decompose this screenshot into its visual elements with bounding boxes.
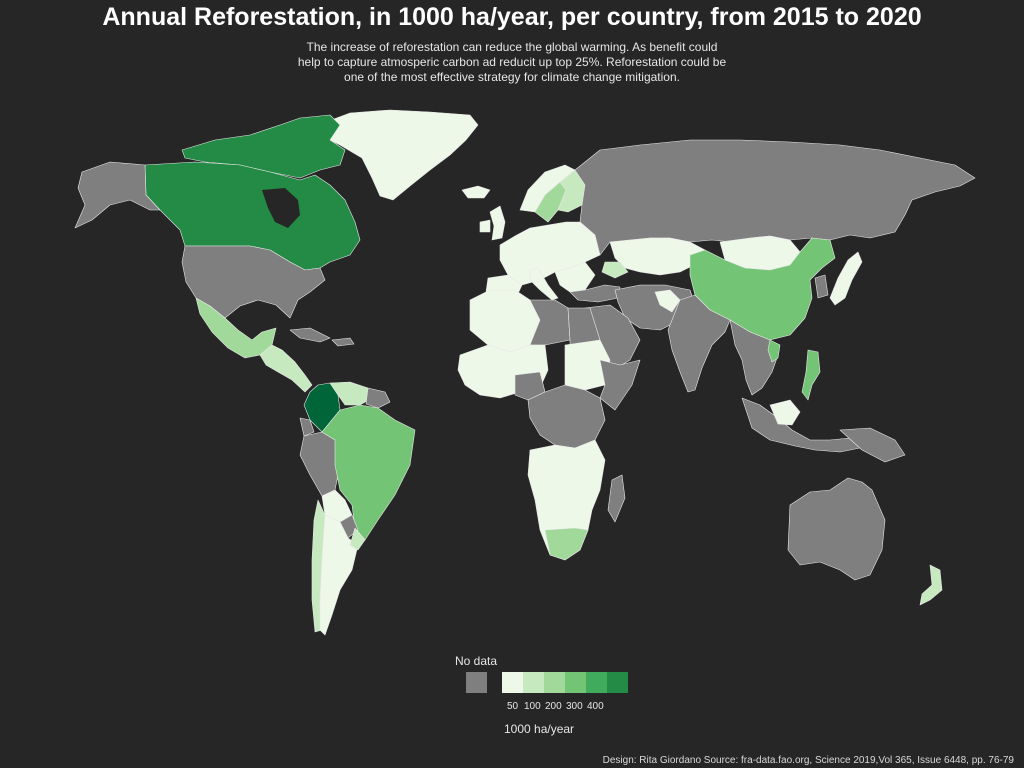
legend-swatch	[565, 672, 586, 693]
region-central-america	[259, 344, 313, 393]
country-uk	[489, 205, 506, 241]
region-caucasus	[601, 261, 629, 279]
source-caption: Design: Rita Giordano Source: fra-data.f…	[602, 755, 1014, 766]
region-borneo	[769, 399, 801, 426]
legend-unit-label: 1000 ha/year	[504, 722, 575, 736]
country-greenland	[317, 109, 479, 201]
region-caribbean	[289, 327, 331, 343]
country-south-africa	[544, 527, 589, 561]
country-papua-new-guinea	[839, 427, 906, 463]
country-argentina	[319, 514, 359, 636]
country-philippines	[801, 349, 821, 401]
subtitle-line: help to capture atmosperic carbon ad red…	[297, 55, 727, 69]
country-mexico	[195, 297, 277, 359]
country-canada	[144, 161, 361, 271]
country-russia	[574, 139, 976, 256]
country-libya	[529, 299, 571, 346]
legend-tick-label: 50	[507, 701, 519, 712]
legend-tick-label: 400	[587, 701, 604, 712]
legend-no-data-swatch	[466, 672, 487, 693]
legend-tick-label: 100	[524, 701, 541, 712]
legend-swatch	[586, 672, 607, 693]
chart-subtitle: The increase of reforestation can reduce…	[262, 40, 762, 85]
legend-tick-label: 200	[545, 701, 562, 712]
legend-no-data-label: No data	[455, 654, 498, 668]
country-india	[667, 294, 731, 393]
country-indonesia	[741, 397, 861, 453]
country-ecuador	[299, 417, 315, 437]
region-caribbean-east	[331, 337, 355, 347]
country-vietnam	[767, 339, 781, 363]
country-brazil	[321, 404, 416, 541]
country-pakistan	[654, 289, 681, 313]
country-uruguay	[349, 527, 366, 551]
region-central-africa	[527, 384, 606, 449]
country-korea	[814, 274, 829, 299]
country-alaska	[74, 161, 161, 229]
legend-color-scale	[502, 672, 628, 693]
country-italy	[529, 267, 559, 301]
legend-swatch	[523, 672, 544, 693]
hudson-bay	[262, 188, 300, 228]
subtitle-line: The increase of reforestation can reduce…	[306, 40, 718, 54]
country-japan	[829, 251, 863, 306]
country-iceland	[461, 185, 491, 199]
region-guianas	[365, 387, 391, 409]
region-mainland-southeast-asia	[729, 319, 779, 396]
country-venezuela	[329, 381, 373, 406]
legend-swatch	[502, 672, 523, 693]
legend-swatch	[607, 672, 628, 693]
country-ethiopia-somalia	[599, 359, 641, 411]
country-peru	[299, 431, 341, 497]
country-ireland	[479, 219, 491, 233]
country-new-zealand	[919, 564, 943, 606]
country-morocco-algeria	[469, 289, 541, 353]
chart-title: Annual Reforestation, in 1000 ha/year, p…	[102, 3, 922, 31]
region-balkans	[554, 261, 596, 293]
legend-tick-label: 300	[566, 701, 583, 712]
country-madagascar	[607, 474, 626, 523]
country-australia	[787, 477, 886, 581]
subtitle-line: one of the most effective strategy for c…	[344, 70, 680, 84]
legend-tick-labels: 50 100 200 300 400	[502, 701, 612, 715]
legend-swatch	[544, 672, 565, 693]
